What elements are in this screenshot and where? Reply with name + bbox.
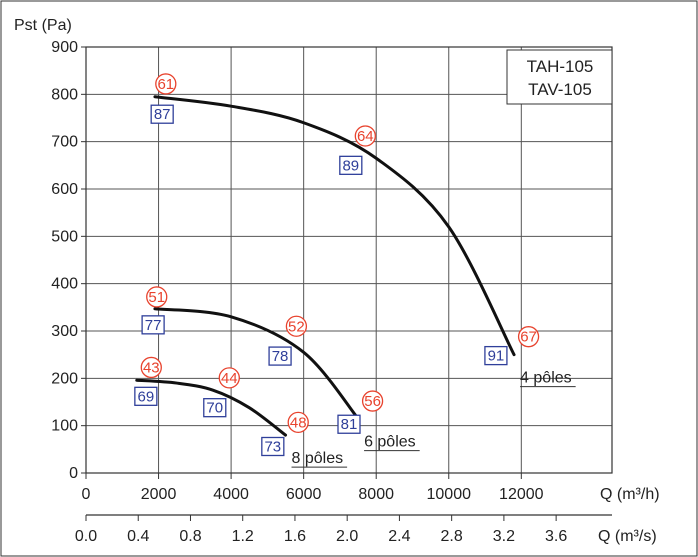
y-tick-label: 0 xyxy=(69,465,78,482)
circle-annotation xyxy=(287,411,309,434)
box-annotation-label: 77 xyxy=(145,317,162,334)
box-annotation-label: 91 xyxy=(488,348,505,365)
circle-annotation xyxy=(140,356,162,379)
x-axis-title: Q (m³/h) xyxy=(600,486,660,503)
box-annotation-label: 87 xyxy=(154,106,171,123)
legend-line-1: TAH-105 xyxy=(527,57,594,76)
box-annotation xyxy=(484,345,508,366)
series-label-2: 6 pôles xyxy=(364,434,416,451)
box-annotation xyxy=(337,414,361,434)
x-tick-label: 12000 xyxy=(499,486,544,503)
circle-annotation xyxy=(155,73,177,95)
x-tick-label: 10000 xyxy=(427,486,472,503)
circle-annotation-label: 61 xyxy=(157,76,174,93)
x-tick-label: 8000 xyxy=(358,486,394,503)
x2-tick-label: 3.2 xyxy=(493,528,515,545)
x-tick-label: 0 xyxy=(82,486,91,503)
circle-annotation xyxy=(354,125,376,147)
box-annotation-label: 70 xyxy=(206,400,223,417)
circle-annotation xyxy=(285,315,308,337)
circle-annotation-label: 52 xyxy=(288,318,305,335)
circle-annotation-label: 43 xyxy=(143,359,160,376)
box-annotation xyxy=(203,398,227,418)
series-line-3 xyxy=(135,378,288,437)
y-tick-label: 400 xyxy=(51,276,78,293)
circle-annotation-label: 44 xyxy=(221,370,238,387)
y-tick-label: 600 xyxy=(51,181,78,198)
x-tick-label: 4000 xyxy=(213,486,249,503)
x2-tick-label: 0.4 xyxy=(127,528,149,545)
circle-annotation-label: 51 xyxy=(148,289,165,306)
x2-axis-title: Q (m³/s) xyxy=(598,528,657,545)
box-annotation xyxy=(339,155,363,175)
box-annotation-label: 73 xyxy=(264,438,281,455)
circle-annotation-label: 56 xyxy=(364,393,381,410)
x2-tick-label: 2.0 xyxy=(336,528,358,545)
box-annotation-label: 81 xyxy=(341,416,358,433)
y-axis-title: Pst (Pa) xyxy=(14,17,72,34)
box-annotation xyxy=(261,436,285,457)
x2-tick-label: 0.8 xyxy=(179,528,201,545)
y-tick-label: 700 xyxy=(51,134,78,151)
x2-tick-label: 2.4 xyxy=(388,528,410,545)
y-tick-label: 100 xyxy=(51,418,78,435)
legend-line-2: TAV-105 xyxy=(528,80,592,99)
x-tick-label: 6000 xyxy=(286,486,322,503)
circle-annotation xyxy=(517,326,540,348)
series-label-3: 8 pôles xyxy=(292,450,344,467)
circle-annotation-label: 67 xyxy=(520,329,537,346)
y-tick-label: 300 xyxy=(51,323,78,340)
box-annotation-label: 69 xyxy=(138,388,155,405)
y-tick-label: 800 xyxy=(51,86,78,103)
series-label-1: 4 pôles xyxy=(520,370,572,387)
x2-tick-label: 0.0 xyxy=(75,528,97,545)
series-line-2 xyxy=(153,307,360,421)
y-tick-label: 200 xyxy=(51,370,78,387)
box-annotation xyxy=(150,104,174,124)
x2-tick-label: 3.6 xyxy=(545,528,567,545)
y-tick-label: 900 xyxy=(51,39,78,56)
circle-annotation-label: 48 xyxy=(290,414,307,431)
box-annotation xyxy=(141,315,165,335)
box-annotation-label: 89 xyxy=(342,157,359,174)
legend-box xyxy=(506,49,613,105)
circle-annotation xyxy=(218,367,240,389)
x2-tick-label: 1.2 xyxy=(232,528,254,545)
x2-tick-label: 2.8 xyxy=(441,528,463,545)
x2-tick-label: 1.6 xyxy=(284,528,306,545)
series-line-1 xyxy=(153,95,516,357)
x-tick-label: 2000 xyxy=(141,486,177,503)
plot-frame xyxy=(85,46,613,474)
box-annotation xyxy=(134,386,158,406)
box-annotation xyxy=(268,346,292,366)
circle-annotation xyxy=(361,390,384,412)
y-tick-label: 500 xyxy=(51,228,78,245)
box-annotation-label: 78 xyxy=(272,348,289,365)
circle-annotation xyxy=(146,286,168,308)
circle-annotation-label: 64 xyxy=(357,128,374,145)
